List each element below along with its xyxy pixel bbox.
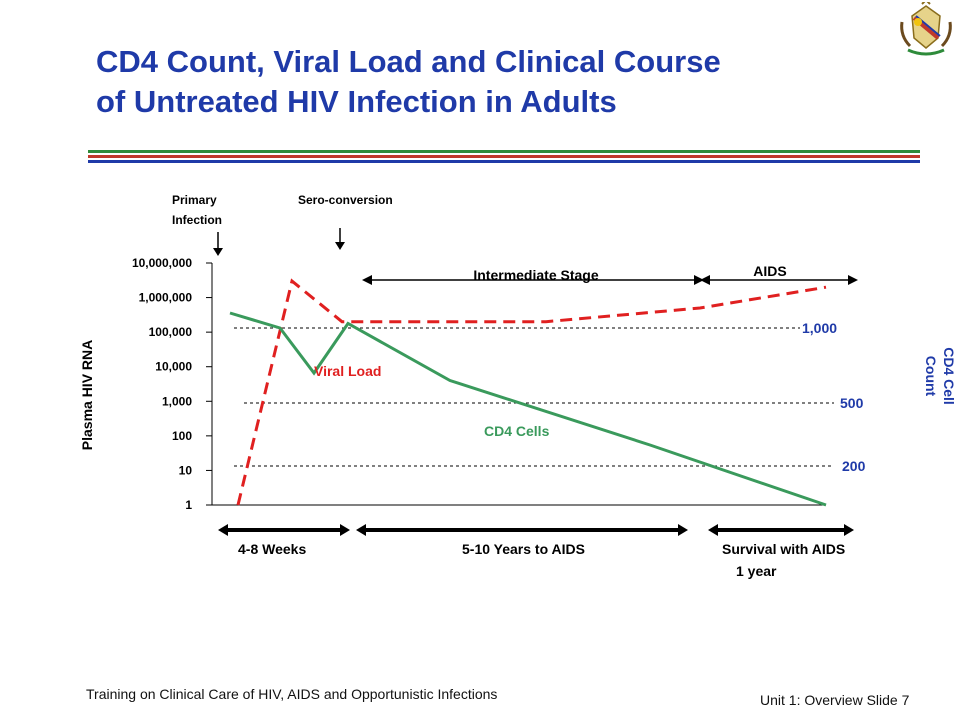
intermediate-stage-label: Intermediate Stage [473,267,598,283]
y-tick-label: 100 [172,429,192,443]
timeline-label-survival-line-2: 1 year [736,563,777,579]
timeline-arrow-survival [708,524,854,536]
timeline-label-years: 5-10 Years to AIDS [462,541,585,557]
y-tick-label: 10,000 [155,360,192,374]
aids-label: AIDS [753,263,786,279]
cd4-reference-label: 200 [842,458,866,474]
y2-axis-label-line-1: CD4 Cell [941,347,957,405]
cd4-reference-label: 500 [840,395,864,411]
intermediate-stage-arrow [362,275,704,285]
green-stripe [88,150,920,153]
series-lines [229,278,827,507]
sero-conversion-arrow [335,228,345,250]
coat-of-arms-icon [900,2,952,56]
timeline-label-survival-line-1: Survival with AIDS [722,541,845,557]
y-axis-label: Plasma HIV RNA [79,340,95,450]
y-tick-label: 1,000 [162,394,192,408]
y-tick-label: 10 [179,463,193,477]
footer-slide-number: Unit 1: Overview Slide 7 [760,692,910,708]
primary-infection-label-line-1: Primary [172,193,217,207]
viral-load-series-label: Viral Load [314,363,381,379]
primary-infection-label-line-2: Infection [172,213,222,227]
cd4-cells-line [229,311,827,507]
footer-course-title: Training on Clinical Care of HIV, AIDS a… [86,686,498,702]
page-title: CD4 Count, Viral Load and Clinical Cours… [96,42,896,122]
timeline-label-weeks: 4-8 Weeks [238,541,306,557]
y-tick-label: 1,000,000 [139,291,193,305]
title-line-1: CD4 Count, Viral Load and Clinical Cours… [96,44,721,79]
timeline-arrow-years [356,524,688,536]
header-stripes [88,150,920,165]
y-tick-label: 10,000,000 [132,256,192,270]
primary-infection-arrow [213,232,223,256]
red-stripe [88,155,920,158]
sero-conversion-label: Sero-conversion [298,193,393,207]
y-axis: 10,000,000 1,000,000 100,000 10,000 1,000 100… [132,256,826,512]
cd4-reference-lines: 1,000 500 200 [234,320,866,474]
y-tick-label: 1 [185,498,192,512]
y2-axis-label-line-2: Count [923,356,939,397]
title-line-2: of Untreated HIV Infection in Adults [96,84,617,119]
timeline-arrow-weeks [218,524,350,536]
cd4-cells-series-label: CD4 Cells [484,423,550,439]
aids-arrow [700,275,858,285]
viral-load-line [236,278,827,506]
cd4-reference-label: 1,000 [802,320,837,336]
blue-stripe [88,160,920,163]
y-tick-label: 100,000 [149,325,193,339]
